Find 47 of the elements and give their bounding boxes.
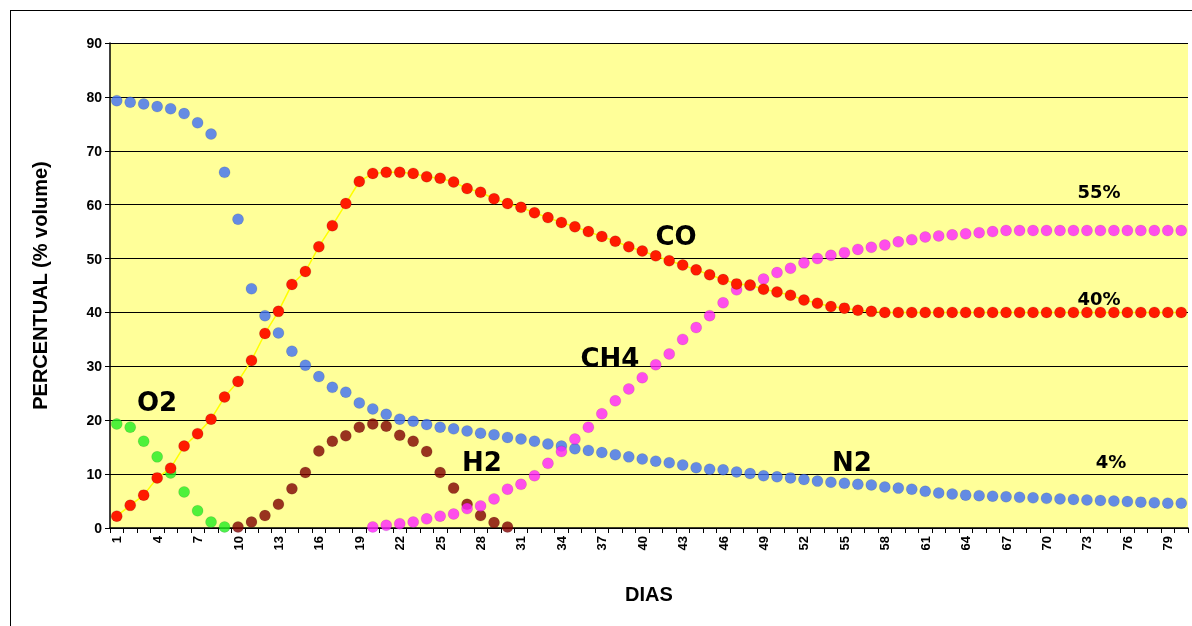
x-tick-label: 10	[230, 536, 246, 551]
x-axis-title: DIAS	[625, 583, 673, 605]
x-tick-label: 43	[675, 536, 691, 551]
x-tick-label: 19	[351, 536, 367, 551]
x-tick-label: 52	[796, 536, 812, 551]
series-label: H2	[462, 447, 502, 477]
x-tick-label: 79	[1160, 536, 1176, 551]
series-label: CO	[655, 221, 697, 251]
y-tick-label: 40	[86, 304, 103, 321]
x-tick-label: 55	[836, 536, 852, 551]
series-label: O2	[136, 387, 178, 417]
y-tick-label: 70	[86, 142, 103, 159]
x-tick-label: 7	[190, 536, 206, 544]
annotation: 55%	[1077, 180, 1121, 202]
y-tick-label: 30	[86, 358, 103, 375]
x-tick-label: 25	[432, 536, 448, 551]
x-tick-label: 46	[715, 536, 731, 551]
x-tick-label: 31	[513, 536, 529, 551]
series-label: CH4	[580, 343, 640, 373]
x-tick-label: 76	[1119, 536, 1135, 551]
x-tick-label: 64	[958, 535, 974, 551]
x-tick-label: 37	[594, 536, 610, 551]
y-tick-label: 20	[86, 412, 103, 429]
y-tick-label: 0	[94, 520, 103, 536]
x-tick-label: 58	[877, 536, 893, 551]
annotation: 40%	[1077, 287, 1121, 309]
x-tick-label: 70	[1039, 536, 1055, 551]
x-tick-label: 67	[998, 536, 1014, 551]
x-tick-label: 4	[149, 535, 165, 544]
x-tick-label: 16	[311, 536, 327, 551]
x-tick-label: 28	[473, 536, 489, 551]
x-tick-label: 1	[109, 536, 125, 544]
y-axis-title: PERCENTUAL (% volume)	[29, 161, 51, 410]
x-tick-label: 34	[553, 535, 569, 551]
annotation: 4%	[1095, 450, 1127, 472]
x-tick-label: 22	[392, 536, 408, 551]
y-tick-label: 60	[86, 196, 103, 213]
x-tick-label: 73	[1079, 536, 1095, 551]
y-tick-label: 50	[86, 250, 103, 267]
x-tick-label: 40	[634, 536, 650, 551]
series-label: N2	[832, 447, 872, 477]
y-tick-label: 80	[86, 88, 103, 105]
y-tick-label: 90	[86, 35, 103, 51]
x-tick-label: 49	[756, 536, 772, 551]
x-tick-label: 61	[917, 536, 933, 551]
x-tick-label: 13	[270, 536, 286, 551]
y-tick-label: 10	[86, 466, 103, 483]
